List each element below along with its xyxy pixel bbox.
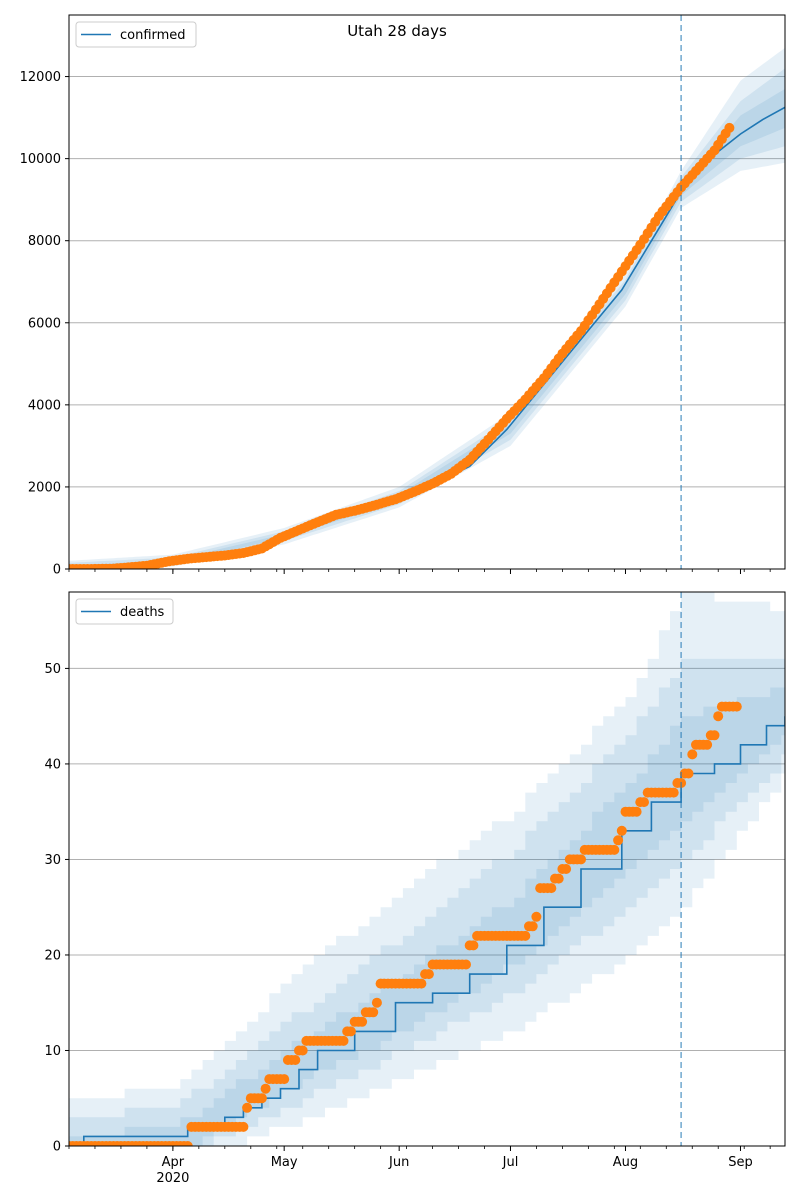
deaths-uncertainty-band xyxy=(69,592,785,1146)
deaths-observed-point xyxy=(527,921,538,932)
deaths-y-tick-label: 50 xyxy=(44,662,61,677)
deaths-observed-point xyxy=(520,930,531,941)
deaths-observed-point xyxy=(553,873,564,884)
deaths-observed-point xyxy=(668,787,679,798)
deaths-uncertainty-band xyxy=(69,687,785,1146)
deaths-observed-point xyxy=(182,1141,193,1146)
deaths-observed-point xyxy=(238,1121,249,1132)
confirmed-y-tick-label: 0 xyxy=(53,563,61,578)
deaths-observed-point xyxy=(371,997,382,1008)
confirmed-observed-point xyxy=(724,122,735,133)
x-tick-label: Aug xyxy=(613,1155,638,1170)
deaths-axes-frame xyxy=(68,591,786,1147)
deaths-observed-point xyxy=(338,1035,349,1046)
deaths-observed-point xyxy=(731,701,742,712)
deaths-observed-point xyxy=(468,940,479,951)
deaths-observed-point xyxy=(531,911,542,922)
deaths-observed-point xyxy=(713,711,724,722)
figure-title: Utah 28 days xyxy=(347,22,447,40)
deaths-observed-point xyxy=(609,844,620,855)
deaths-legend-box xyxy=(75,598,174,625)
deaths-observed-point xyxy=(561,864,572,874)
confirmed-y-tick-label: 10000 xyxy=(20,152,61,167)
deaths-y-tick-label: 10 xyxy=(44,1044,61,1059)
deaths-observed-point xyxy=(290,1055,301,1065)
deaths-observed-point xyxy=(416,978,427,989)
deaths-observed-point xyxy=(683,768,694,779)
deaths-observed-point xyxy=(256,1093,267,1104)
x-tick-label: Jul xyxy=(502,1155,519,1170)
confirmed-legend-label: confirmed xyxy=(120,28,186,43)
x-tick-label: Apr xyxy=(162,1155,185,1170)
confirmed-legend: confirmed xyxy=(75,21,197,48)
deaths-observed-point xyxy=(687,749,698,760)
deaths-observed-point xyxy=(616,825,627,836)
deaths-observed-point xyxy=(279,1074,290,1085)
deaths-observed-point xyxy=(423,969,434,980)
deaths-observed-point xyxy=(639,797,649,808)
deaths-observed-point xyxy=(242,1102,253,1113)
confirmed-axes-frame xyxy=(68,14,786,570)
deaths-observed-point xyxy=(368,1007,379,1018)
x-tick-label: Sep xyxy=(728,1155,753,1170)
confirmed-chart-panel: 0 2000 4000 6000 8000 10000 12000 confirmed xyxy=(20,14,786,578)
confirmed-y-tick-label: 2000 xyxy=(28,480,61,495)
x-tick-label: May xyxy=(271,1155,298,1170)
deaths-observed-point xyxy=(345,1026,356,1037)
deaths-observed-point xyxy=(709,730,720,741)
deaths-observed-points xyxy=(69,701,742,1146)
deaths-observed-point xyxy=(260,1083,271,1094)
deaths-y-tick-label: 30 xyxy=(44,853,61,868)
confirmed-y-tick-label: 6000 xyxy=(28,316,61,331)
confirmed-y-tick-label: 12000 xyxy=(20,70,61,85)
confirmed-legend-box xyxy=(75,21,197,48)
deaths-y-tick-label: 40 xyxy=(44,757,61,772)
confirmed-plot-area xyxy=(69,47,785,569)
deaths-observed-point xyxy=(702,739,713,750)
confirmed-y-tick-label: 8000 xyxy=(28,234,61,249)
deaths-observed-point xyxy=(613,835,624,846)
deaths-observed-point xyxy=(546,883,557,894)
confirmed-observed-points xyxy=(69,122,735,569)
deaths-chart-panel: 0 10 20 30 40 50 Apr May Jun Jul Aug Sep 2020 deaths xyxy=(44,591,786,1186)
deaths-legend-label: deaths xyxy=(120,605,165,620)
deaths-observed-point xyxy=(297,1045,308,1056)
x-year-label: 2020 xyxy=(156,1171,189,1186)
deaths-plot-area xyxy=(69,592,785,1146)
deaths-fit-line xyxy=(69,716,785,1146)
deaths-observed-point xyxy=(461,959,471,970)
confirmed-y-tick-label: 4000 xyxy=(28,398,61,413)
deaths-observed-point xyxy=(576,854,586,865)
deaths-y-tick-label: 0 xyxy=(53,1140,61,1155)
deaths-observed-point xyxy=(357,1016,368,1027)
deaths-observed-point xyxy=(631,806,642,817)
deaths-y-tick-label: 20 xyxy=(44,948,61,963)
x-tick-label: Jun xyxy=(388,1155,409,1170)
deaths-legend: deaths xyxy=(75,598,174,625)
deaths-uncertainty-band xyxy=(69,658,785,1146)
